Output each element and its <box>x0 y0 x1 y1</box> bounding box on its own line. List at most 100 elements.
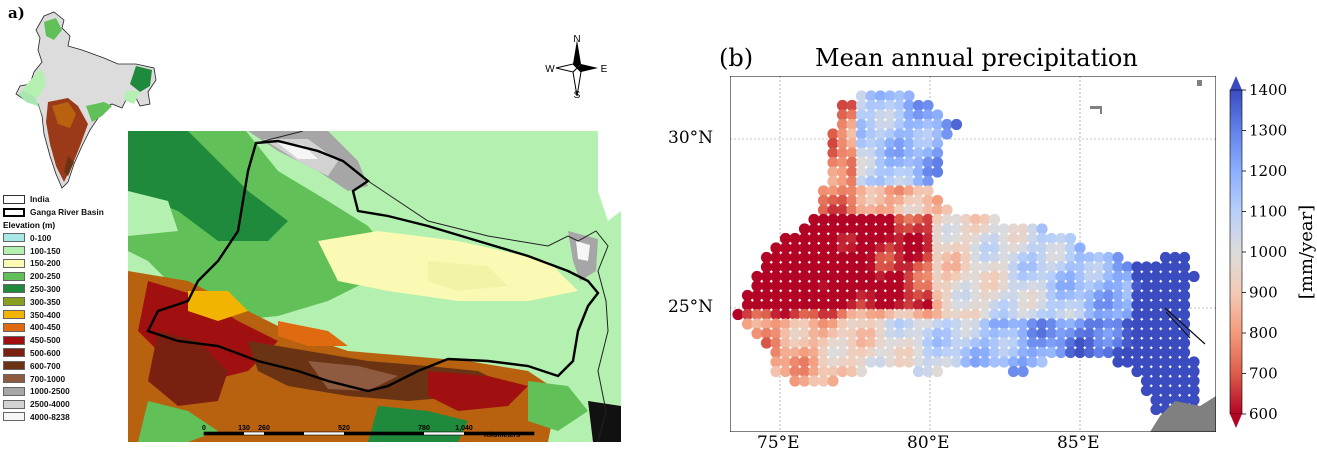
x-tick-80e: 80°E <box>907 433 950 453</box>
grid-cell-dot <box>808 251 820 264</box>
grid-cell-dot <box>922 166 934 178</box>
grid-cell-dot <box>998 242 1010 254</box>
grid-cell-dot <box>960 327 972 340</box>
grid-cell-dot <box>1102 299 1115 311</box>
grid-cell-dot <box>874 289 887 302</box>
grid-cell-dot <box>893 346 906 359</box>
grid-cell-dot <box>874 194 887 207</box>
grid-cell-dot <box>827 327 839 340</box>
grid-cell-dot <box>855 337 868 349</box>
grid-cell-dot <box>1055 337 1067 349</box>
grid-cell-dot <box>874 280 887 292</box>
grid-cell-dot <box>1083 299 1096 311</box>
grid-cell-dot <box>884 99 896 112</box>
grid-cell-dot <box>808 365 820 378</box>
grid-cell-dot <box>770 318 782 330</box>
grid-cell-dot <box>836 251 849 264</box>
grid-cell-dot <box>855 289 868 302</box>
grid-cell-dot <box>1159 261 1172 273</box>
grid-cell-dot <box>903 194 915 207</box>
legend-india-row: India <box>3 193 128 206</box>
grid-cell-dot <box>1150 337 1162 349</box>
grid-cell-dot <box>808 318 820 330</box>
grid-cell-dot <box>1150 346 1162 359</box>
grid-cell-dot <box>1131 289 1143 302</box>
grid-cell-dot <box>979 356 991 368</box>
grid-cell-dot <box>836 261 849 273</box>
grid-cell-dot <box>808 232 820 245</box>
grid-cell-dot <box>1026 251 1039 264</box>
grid-cell-dot <box>827 280 839 292</box>
grid-cell-dot <box>979 289 991 302</box>
grid-cell-dot <box>827 261 839 273</box>
grid-cell-dot <box>846 175 858 188</box>
legend-class-row: 0-100 <box>3 231 128 244</box>
grid-cell-dot <box>884 251 896 264</box>
grid-cell-dot <box>1169 270 1181 283</box>
grid-cell-dot <box>912 289 925 302</box>
grid-cell-dot <box>912 365 925 378</box>
grid-cell-dot <box>1064 289 1077 302</box>
grid-cell-dot <box>827 194 839 207</box>
grid-cell-dot <box>865 346 877 359</box>
grid-cell-dot <box>998 261 1010 273</box>
grid-cell-dot <box>1178 261 1191 273</box>
grid-cell-dot <box>922 356 934 368</box>
grid-cell-dot <box>855 90 868 102</box>
grid-cell-dot <box>893 299 906 311</box>
legend-class-swatch <box>3 361 25 371</box>
grid-cell-dot <box>1140 318 1153 330</box>
grid-cell-dot <box>827 289 839 302</box>
grid-cell-dot <box>865 308 877 321</box>
panel-b-title: Mean annual precipitation <box>815 44 1138 72</box>
grid-cell-dot <box>846 356 858 368</box>
grid-cell-dot <box>846 99 858 112</box>
grid-cell-dot <box>855 99 868 112</box>
grid-cell-dot <box>941 280 953 292</box>
legend-class-label: 150-200 <box>30 258 61 269</box>
grid-cell-dot <box>1026 280 1039 292</box>
grid-cell-dot <box>922 327 934 340</box>
grid-cell-dot <box>1074 289 1086 302</box>
grid-cell-dot <box>1169 318 1181 330</box>
grid-cell-dot <box>950 289 963 302</box>
grid-cell-dot <box>874 90 887 102</box>
grid-cell-dot <box>846 308 858 321</box>
grid-cell-dot <box>1055 261 1067 273</box>
grid-cell-dot <box>922 261 934 273</box>
grid-cell-dot <box>903 137 915 150</box>
grid-cell-dot <box>884 299 896 311</box>
legend-heading: Elevation (m) <box>3 219 56 230</box>
grid-cell-dot <box>827 147 839 159</box>
grid-cell-dot <box>912 137 925 150</box>
legend-class-row: 250-300 <box>3 283 128 296</box>
grid-cell-dot <box>789 308 801 321</box>
panel-a-label: a) <box>8 4 25 22</box>
grid-cell-dot <box>836 318 849 330</box>
grid-cell-dot <box>1131 261 1143 273</box>
grid-cell-dot <box>1102 346 1115 359</box>
grid-cell-dot <box>1064 308 1077 321</box>
grid-cell-dot <box>903 299 915 311</box>
grid-cell-dot <box>1169 299 1181 311</box>
grid-cell-dot <box>874 213 887 226</box>
grid-cell-dot <box>931 109 944 121</box>
grid-cell-dot <box>741 299 754 311</box>
grid-cell-dot <box>998 223 1010 235</box>
grid-cell-dot <box>912 346 925 359</box>
grid-cell-dot <box>865 128 877 140</box>
grid-cell-dot <box>988 346 1001 359</box>
grid-cell-dot <box>1007 365 1020 378</box>
grid-cell-dot <box>922 270 934 283</box>
grid-cell-dot <box>865 270 877 283</box>
grid-cell-dot <box>817 242 830 254</box>
grid-cell-dot <box>1093 251 1105 264</box>
grid-cell-dot <box>941 308 953 321</box>
grid-cell-dot <box>988 232 1001 245</box>
grid-cell-dot <box>808 242 820 254</box>
grid-cell-dot <box>779 289 792 302</box>
scale-tick-label: 1,040 <box>455 425 473 432</box>
grid-cell-dot <box>1017 299 1029 311</box>
grid-cell-dot <box>770 270 782 283</box>
legend-basin-swatch <box>3 207 25 217</box>
